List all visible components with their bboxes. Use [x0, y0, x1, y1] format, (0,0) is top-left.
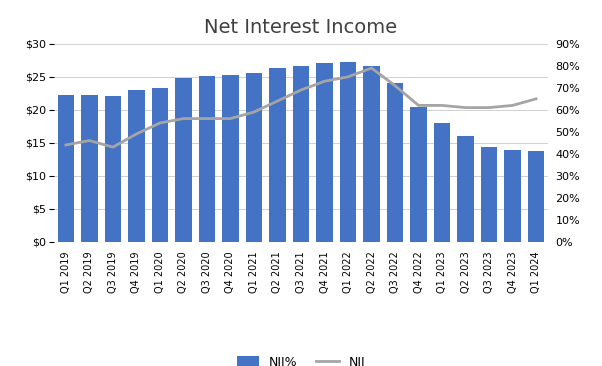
Bar — [128, 90, 144, 242]
Bar — [387, 83, 403, 242]
Bar — [58, 95, 74, 242]
NII — [110, 145, 117, 149]
NII — [368, 66, 375, 70]
NII — [203, 116, 211, 121]
Bar — [175, 78, 191, 242]
NII — [438, 103, 445, 108]
NII — [180, 116, 187, 121]
Bar — [528, 151, 544, 242]
NII — [63, 143, 70, 147]
Bar — [199, 76, 215, 242]
Bar — [504, 150, 521, 242]
Bar — [363, 66, 380, 242]
NII — [86, 138, 93, 143]
NII — [391, 83, 399, 88]
Bar — [434, 123, 450, 242]
Bar — [340, 62, 356, 242]
NII — [415, 103, 422, 108]
NII — [509, 103, 516, 108]
Bar — [246, 73, 262, 242]
NII — [297, 88, 305, 92]
Bar — [481, 147, 497, 242]
NII — [227, 116, 234, 121]
NII — [274, 99, 281, 103]
Bar — [316, 63, 333, 242]
Bar — [293, 66, 309, 242]
NII — [532, 97, 539, 101]
Bar — [222, 75, 239, 242]
Bar — [105, 96, 121, 242]
NII — [462, 105, 469, 110]
Line: NII: NII — [66, 68, 536, 147]
NII — [133, 132, 140, 136]
NII — [157, 121, 164, 125]
Title: Net Interest Income: Net Interest Income — [205, 18, 397, 37]
NII — [344, 75, 352, 79]
NII — [485, 105, 492, 110]
Legend: NII%, NII: NII%, NII — [232, 351, 370, 366]
Bar — [411, 107, 427, 242]
Bar — [152, 88, 168, 242]
Bar — [458, 136, 474, 242]
Bar — [81, 95, 98, 242]
NII — [250, 110, 258, 114]
NII — [321, 79, 328, 83]
Bar — [269, 68, 286, 242]
